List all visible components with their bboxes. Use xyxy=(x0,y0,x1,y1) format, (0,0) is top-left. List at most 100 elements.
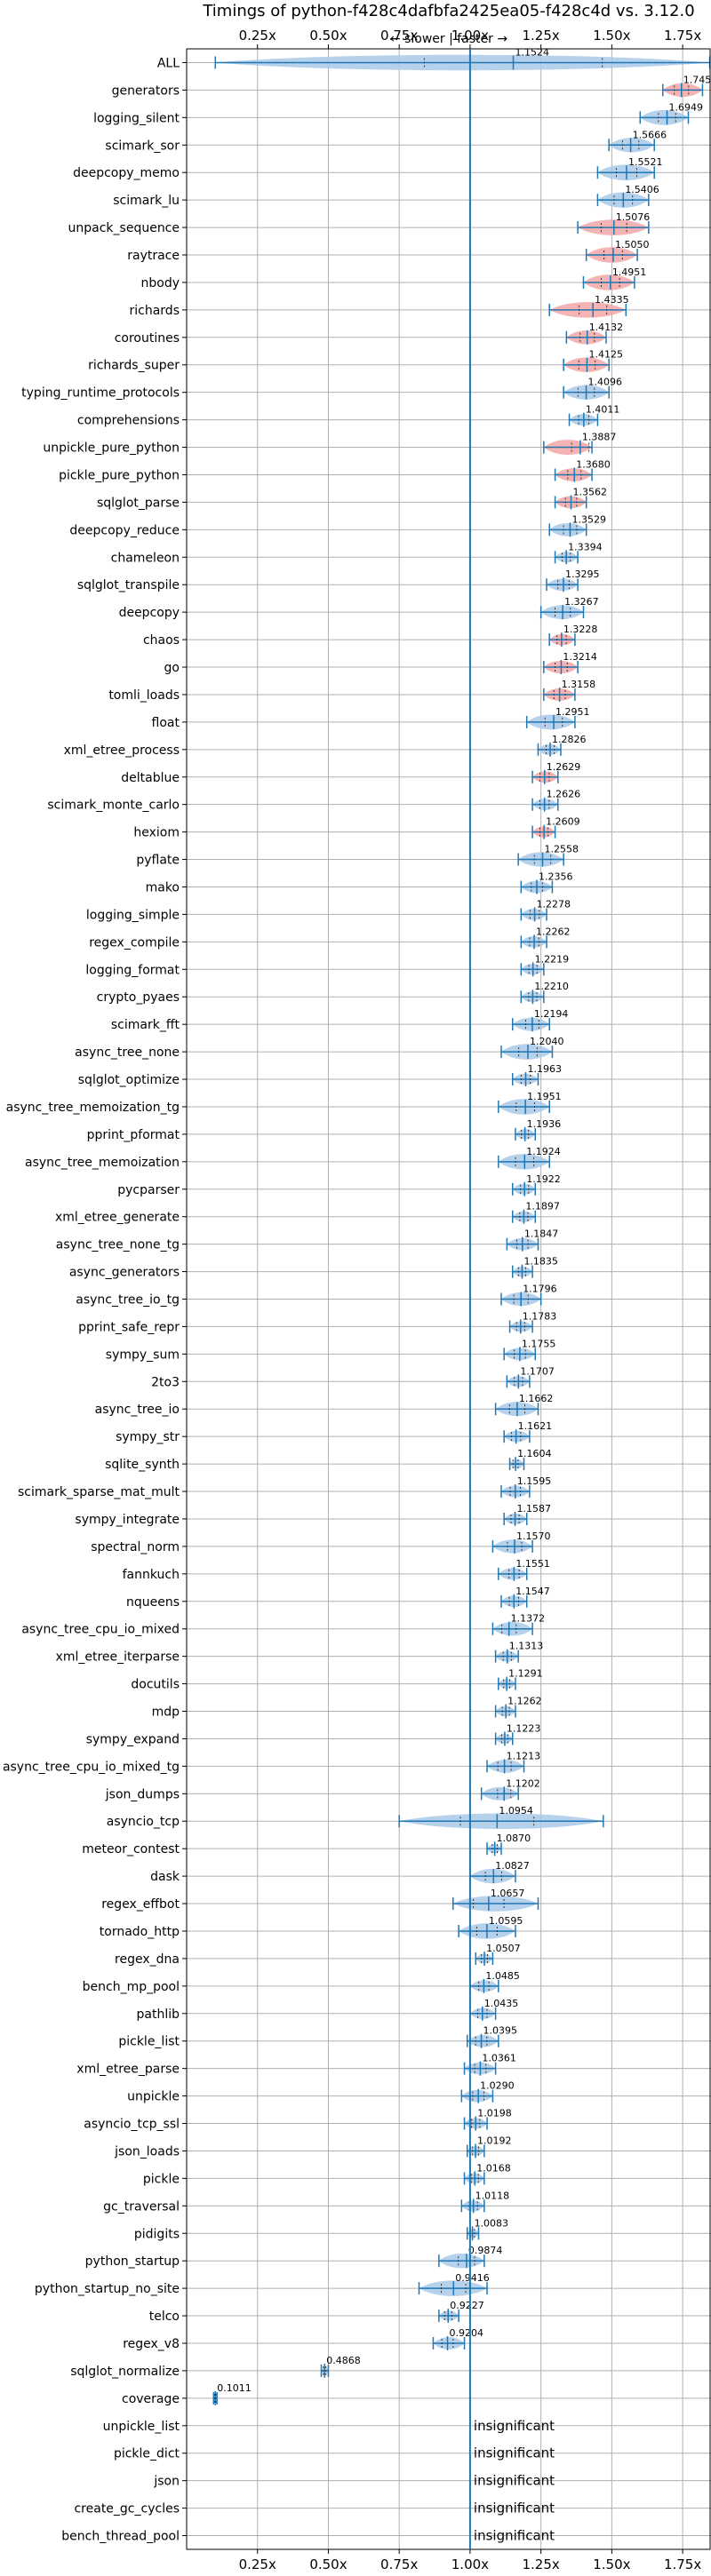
violins: 1.1524 1.7457 1.6949 1.5666 1.5521 1.5406 1.50… xyxy=(212,46,711,2544)
value-label: 1.4335 xyxy=(595,294,629,306)
value-label: 1.1922 xyxy=(526,1173,561,1185)
benchmark-label: unpack_sequence xyxy=(68,221,180,235)
value-label: 1.2040 xyxy=(530,1036,564,1047)
benchmark-label: unpickle xyxy=(127,2090,180,2104)
benchmark-label: async_tree_cpu_io_mixed xyxy=(21,1623,180,1637)
benchmark-label: bench_thread_pool xyxy=(61,2530,180,2544)
benchmark-label: richards_super xyxy=(88,359,180,373)
benchmark-label: create_gc_cycles xyxy=(74,2502,180,2516)
value-label: 1.0290 xyxy=(480,2080,515,2092)
value-label: 1.2278 xyxy=(537,898,571,910)
insignificant-label: insignificant xyxy=(474,2473,555,2489)
grid-lines xyxy=(187,49,711,2549)
value-label: 1.0361 xyxy=(482,2053,516,2064)
benchmark-label: regex_dna xyxy=(115,1952,180,1967)
benchmark-label: async_tree_cpu_io_mixed_tg xyxy=(3,1760,180,1774)
value-label: 1.0657 xyxy=(491,1888,525,1899)
value-label: 1.1755 xyxy=(522,1338,556,1349)
value-label: 1.0595 xyxy=(489,1915,523,1927)
value-label: 1.1897 xyxy=(525,1201,560,1212)
value-label: 1.2826 xyxy=(552,734,587,745)
value-label: 1.2210 xyxy=(534,981,569,992)
benchmark-label: pprint_pformat xyxy=(87,1128,180,1142)
benchmark-label: sympy_expand xyxy=(86,1732,180,1746)
value-label: 1.0827 xyxy=(495,1860,530,1872)
value-label: 1.1313 xyxy=(509,1641,544,1652)
row-labels: ALL generators logging_silent scimark_sorde… xyxy=(3,56,180,2543)
axis-ticks: 0.25x 0.25x 0.50x 0.50x 0.75x 0.75x 1.00x 1.00x… xyxy=(182,28,701,2572)
value-label: 1.4132 xyxy=(589,322,624,333)
benchmark-label: regex_v8 xyxy=(123,2337,180,2351)
benchmark-label: pyflate xyxy=(136,854,180,868)
benchmark-label: xml_etree_generate xyxy=(55,1211,180,1225)
benchmark-label: tomli_loads xyxy=(108,688,180,703)
value-label: 0.9204 xyxy=(450,2327,484,2339)
benchmark-label: logging_format xyxy=(85,963,180,977)
value-label: 1.0485 xyxy=(485,1970,520,1982)
benchmark-label: xml_etree_parse xyxy=(76,2063,180,2077)
tick-label-top: 1.75x xyxy=(664,28,701,44)
benchmark-label: nqueens xyxy=(126,1595,180,1610)
value-label: 1.1783 xyxy=(523,1310,557,1322)
value-label: 1.5406 xyxy=(625,184,659,195)
tick-label-top: 0.75x xyxy=(380,28,418,44)
insignificant-label: insignificant xyxy=(474,2418,555,2434)
direction-label: ← slower | faster → xyxy=(390,32,507,46)
benchmark-label: regex_compile xyxy=(89,935,180,950)
value-label: 1.1524 xyxy=(515,46,550,58)
benchmark-label: scimark_sor xyxy=(105,139,180,153)
value-label: 1.1662 xyxy=(519,1393,554,1404)
insignificant-label: insignificant xyxy=(474,2445,555,2461)
value-label: 1.2626 xyxy=(547,789,581,800)
benchmark-label: bench_mp_pool xyxy=(83,1980,180,1994)
benchmark-label: hexiom xyxy=(133,826,180,840)
benchmark-label: scimark_fft xyxy=(111,1018,180,1032)
benchmark-label: go xyxy=(164,661,180,675)
benchmark-label: async_tree_memoization_tg xyxy=(6,1101,180,1115)
value-label: 1.6949 xyxy=(669,101,704,113)
tick-label-bottom: 0.25x xyxy=(239,2556,276,2572)
value-label: 1.5050 xyxy=(615,239,650,250)
benchmark-label: sympy_sum xyxy=(106,1348,180,1362)
value-label: 1.4951 xyxy=(612,266,647,278)
value-label: 1.0954 xyxy=(499,1805,533,1817)
benchmark-label: chaos xyxy=(143,633,180,648)
value-label: 1.3887 xyxy=(582,432,617,443)
benchmark-label: dask xyxy=(150,1870,180,1884)
benchmark-label: pidigits xyxy=(134,2227,180,2241)
tick-label-top: 1.25x xyxy=(523,28,560,44)
benchmark-label: comprehensions xyxy=(77,414,180,428)
value-label: 1.2609 xyxy=(546,816,580,828)
benchmark-label: generators xyxy=(112,83,180,98)
value-label: 1.3680 xyxy=(576,458,611,470)
benchmark-label: async_tree_io_tg xyxy=(76,1293,180,1308)
benchmark-label: typing_runtime_protocols xyxy=(21,386,180,401)
benchmark-label: sqlglot_parse xyxy=(97,496,180,510)
benchmark-label: async_generators xyxy=(69,1266,180,1280)
benchmark-label: nbody xyxy=(141,276,180,290)
value-label: 1.2629 xyxy=(547,761,581,773)
benchmark-label: xml_etree_iterparse xyxy=(56,1650,180,1665)
value-label: 1.0192 xyxy=(477,2135,512,2146)
benchmark-label: deltablue xyxy=(121,771,180,785)
value-label: 1.3158 xyxy=(562,679,596,690)
tick-label-bottom: 1.75x xyxy=(664,2556,701,2572)
benchmark-label: logging_simple xyxy=(86,908,180,922)
benchmark-label: pycparser xyxy=(117,1183,180,1197)
value-label: 1.2262 xyxy=(536,926,571,937)
tick-label-top: 1.50x xyxy=(593,28,630,44)
benchmark-label: xml_etree_process xyxy=(64,743,180,758)
benchmark-label: sqlite_synth xyxy=(105,1458,180,1472)
value-label: 1.1372 xyxy=(511,1613,546,1625)
value-label: 1.4096 xyxy=(588,377,623,388)
value-label: 1.5666 xyxy=(633,129,667,140)
value-label: 1.5076 xyxy=(616,211,651,223)
value-label: 1.2558 xyxy=(544,844,579,855)
value-label: 1.3562 xyxy=(573,486,608,497)
value-label: 1.1936 xyxy=(527,1118,562,1130)
value-label: 1.2356 xyxy=(539,871,573,882)
value-label: 1.1551 xyxy=(515,1558,550,1570)
insignificant-label: insignificant xyxy=(474,2528,555,2544)
value-label: 1.1796 xyxy=(523,1284,557,1295)
